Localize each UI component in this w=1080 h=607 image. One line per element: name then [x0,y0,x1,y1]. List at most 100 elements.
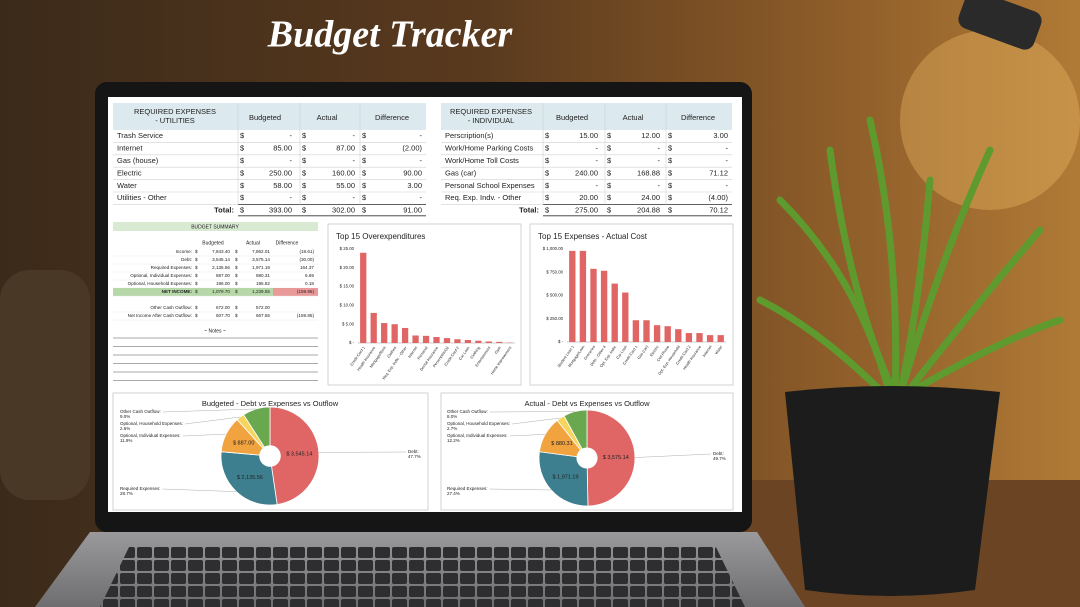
bar [412,335,419,343]
y-tick-label: $ - [558,339,564,344]
y-tick-label: $ 10.00 [340,303,355,308]
cell: 160.00 [332,168,355,177]
slice-percent: 2.7% [447,426,457,431]
currency: $ [240,168,245,177]
leader-line [162,408,257,413]
row-label: Work/Home Parking Costs [445,144,533,153]
currency: $ [668,156,673,165]
leader-line [162,488,237,492]
y-tick-label: $ 1,000.00 [543,246,564,251]
cell: - [658,181,661,190]
bar [433,336,440,343]
slice-name: Optional, Household Expenses: [120,421,183,426]
cell: 3.00 [713,131,728,140]
bar [653,325,661,342]
cell: 12.00 [641,131,660,140]
cell: 672.00 [216,305,230,310]
currency: $ [362,181,367,190]
currency: $ [545,181,550,190]
currency: $ [195,257,198,262]
cell: (159.85) [297,313,315,318]
column-header: Budgeted [556,113,588,122]
currency: $ [607,144,612,153]
bar [370,312,377,343]
bar [381,323,388,343]
cell: (4.00) [708,193,728,202]
slice-name: Other Cash Outflow: [447,409,488,414]
table-title: - INDIVIDUAL [468,116,515,125]
table-header [113,103,426,130]
cell: (18.61) [299,249,314,254]
bar [622,292,629,342]
y-tick-label: $ 250.00 [546,316,563,321]
summary-title: BUDGET SUMMARY [191,224,239,230]
chart-title: Budgeted - Debt vs Expenses vs Outflow [202,399,339,408]
summary-label: Optional, Household Expenses: [128,281,192,286]
leader-line [185,416,241,425]
currency: $ [668,206,673,215]
cell: 15.00 [579,131,598,140]
cell: 240.00 [575,168,598,177]
cell: 0.18 [305,281,314,286]
currency: $ [607,193,612,202]
cell: 71.12 [709,168,728,177]
slice-label: $ 880.31 [551,441,572,447]
bar [717,335,724,342]
leaf [896,176,934,399]
pie-hole [576,447,598,469]
cell: - [353,131,356,140]
slice-name: Debt: [713,451,724,456]
currency: $ [362,168,367,177]
leader-line [509,434,546,437]
bar [391,324,398,343]
slice-percent: 28.7% [120,491,133,496]
cell: 1,971.19 [252,265,270,270]
cell: 196.00 [216,281,230,286]
cell: 85.00 [273,144,292,153]
bar [475,340,482,343]
bar [569,250,576,342]
row-label: Req. Exp. Indv. - Other [445,193,522,202]
currency: $ [302,131,307,140]
total-cell: 70.12 [709,206,728,215]
cell: - [420,193,423,202]
currency: $ [545,206,550,215]
currency: $ [668,181,673,190]
y-tick-label: $ 20.00 [340,265,355,270]
slice-percent: 8.0% [447,414,457,419]
bar [632,320,640,342]
cell: 90.00 [403,168,422,177]
cell: - [726,144,729,153]
currency: $ [302,181,307,190]
bar [685,333,693,342]
currency: $ [195,265,198,270]
plant [756,116,1064,399]
cell: 164.37 [300,265,314,270]
cell: 2,135.56 [212,265,230,270]
x-tick-label: Clothes [387,346,398,359]
cell: - [420,131,423,140]
bar [675,329,682,342]
bar [464,339,472,343]
currency: $ [545,168,550,177]
leaf [756,296,889,399]
cell: 1,079.70 [212,289,230,294]
cell: - [596,156,599,165]
pie-hole [259,445,281,467]
y-tick-label: $ - [349,340,355,345]
currency: $ [240,131,245,140]
leader-line [489,488,552,491]
currency: $ [668,168,673,177]
summary-label: Optional, Individual Expenses: [130,273,192,278]
y-tick-label: $ 5.00 [342,321,355,326]
cell: 507.70 [216,313,230,318]
cell: - [290,131,293,140]
row-label: Water [117,181,137,190]
cell: 87.00 [336,144,355,153]
slice-name: Required Expenses: [447,486,488,491]
currency: $ [240,181,245,190]
currency: $ [362,156,367,165]
leaf [896,146,994,399]
currency: $ [362,193,367,202]
currency: $ [362,131,367,140]
